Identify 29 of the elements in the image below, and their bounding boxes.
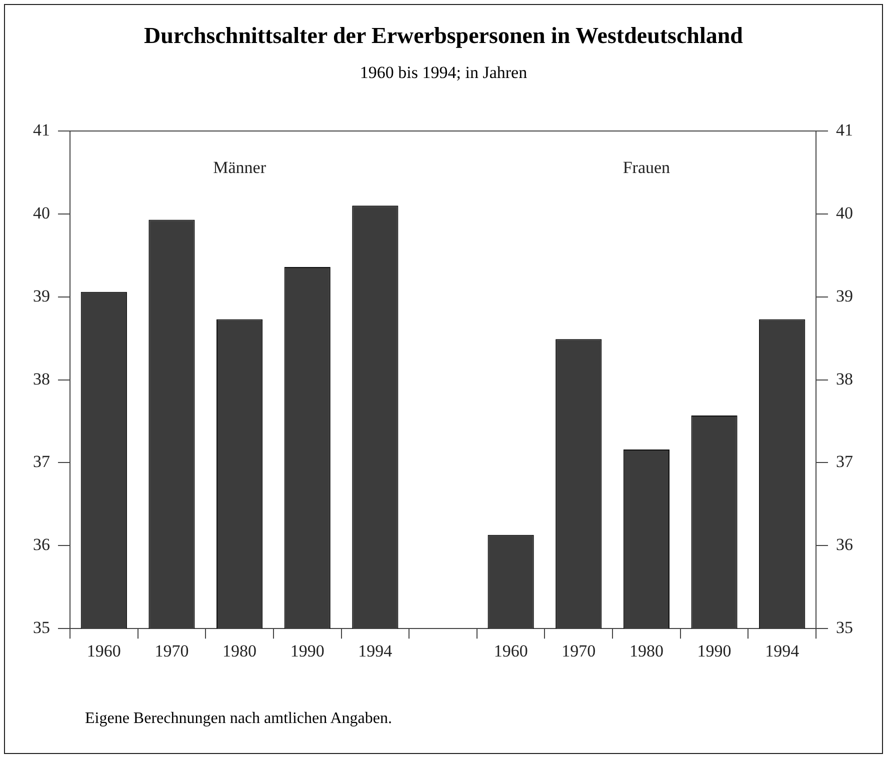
y2-tick-label: 36: [836, 535, 853, 554]
y2-tick-label: 37: [836, 452, 854, 472]
text: Eigene Berechnungen nach amtlichen Angaben.: [85, 710, 392, 728]
y2-tick-label: 38: [836, 369, 853, 388]
chart-title: Durchschnittsalter der Erwerbspersonen in Westdeutschland: [143, 23, 744, 49]
x-tick-label: 1994: [765, 641, 800, 660]
y2-tick-label: 35: [836, 618, 853, 638]
y-tick-label: 41: [33, 120, 50, 140]
y-tick-label: 37: [33, 452, 50, 472]
x-tick-label: 1960: [86, 641, 121, 660]
x-tick-label: 1970: [154, 641, 189, 660]
x-tick-label: 1980: [222, 641, 257, 660]
y2-tick-label: 41: [836, 120, 853, 140]
y-tick-label: 35: [33, 618, 50, 638]
annotation: Frauen: [622, 158, 671, 177]
x-tick-label: 1970: [562, 641, 596, 660]
y2-tick-label: 40: [836, 203, 853, 222]
x-tick-label: 1960: [494, 641, 528, 660]
x-tick-label: 1990: [290, 641, 324, 660]
y2-tick-label: 39: [836, 286, 853, 306]
y-tick-label: 39: [33, 286, 50, 306]
y-tick-label: 40: [33, 203, 50, 222]
chart-subtitle: 1960 bis 1994; in Jahren: [358, 63, 528, 83]
y-tick-label: 38: [33, 369, 50, 388]
x-tick-label: 1980: [629, 641, 664, 660]
x-tick-label: 1994: [358, 641, 393, 660]
annotation: Männer: [213, 158, 266, 177]
y-tick-label: 36: [33, 535, 50, 554]
x-tick-label: 1990: [697, 641, 732, 660]
